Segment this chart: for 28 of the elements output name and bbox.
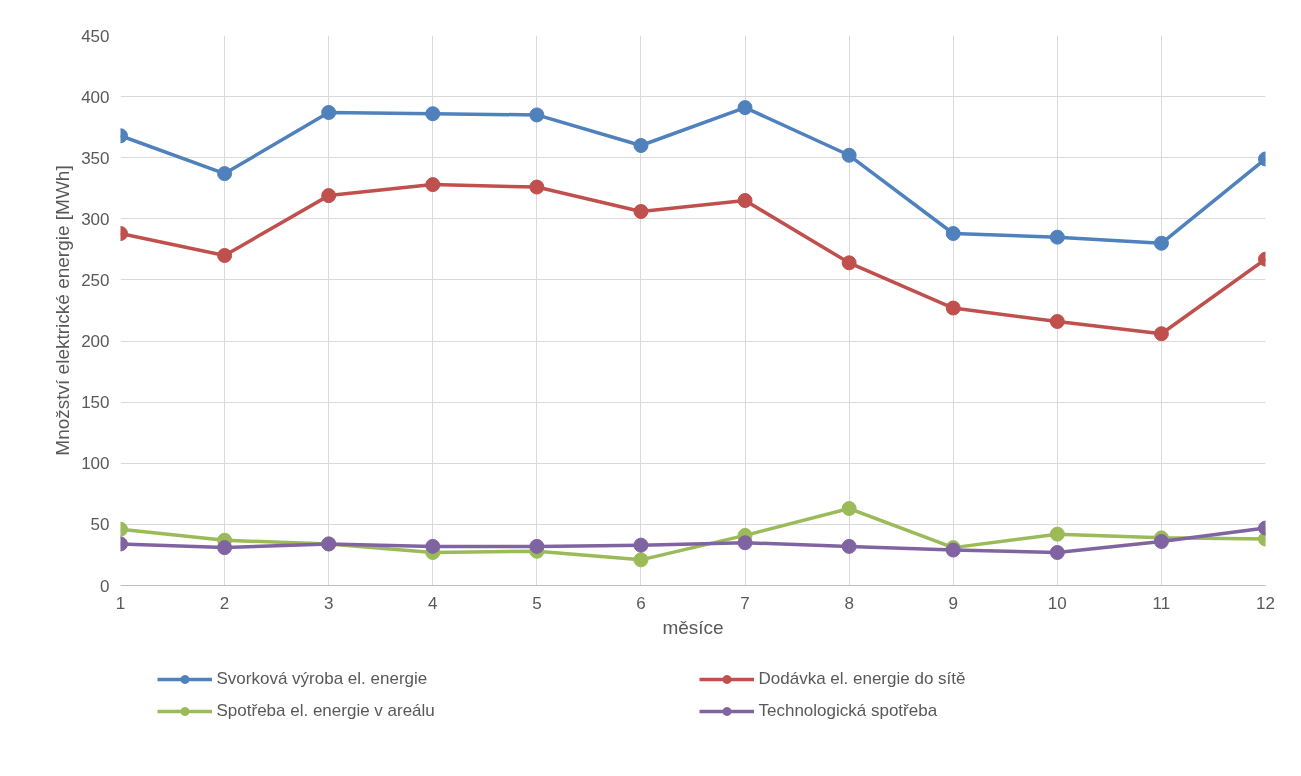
legend-label: Technologická spotřeba <box>758 701 939 721</box>
y-tick-label: 300 <box>81 209 110 229</box>
x-tick-label: 4 <box>428 593 438 613</box>
legend-label: Dodávka el. energie do sítě <box>758 669 967 689</box>
x-tick-label: 3 <box>323 593 334 613</box>
x-tick-label: 7 <box>740 593 750 613</box>
x-axis-title: měsíce <box>662 616 724 638</box>
y-tick-label: 200 <box>81 332 110 352</box>
y-tick-label: 450 <box>81 26 110 46</box>
legend-label: Svorková výroba el. energie <box>216 669 429 689</box>
y-tick-label: 350 <box>81 148 110 168</box>
y-tick-label: 100 <box>81 454 110 474</box>
x-tick-label: 11 <box>1152 593 1171 613</box>
x-tick-label: 8 <box>844 593 854 613</box>
x-tick-label: 10 <box>1047 593 1067 613</box>
x-tick-label: 6 <box>636 593 646 613</box>
y-tick-label: 150 <box>81 393 110 413</box>
legend-label: Spotřeba el. energie v areálu <box>216 701 436 721</box>
x-tick-label: 5 <box>532 593 542 613</box>
y-tick-label: 400 <box>81 87 110 107</box>
y-tick-label: 50 <box>90 515 110 535</box>
x-tick-label: 9 <box>948 593 958 613</box>
y-tick-label: 0 <box>100 576 110 596</box>
y-tick-label: 250 <box>81 270 110 290</box>
x-tick-label: 12 <box>1256 593 1275 613</box>
x-tick-label: 1 <box>115 593 126 613</box>
x-tick-label: 2 <box>219 593 230 613</box>
y-axis-title: Množství elektrické energie [MWh] <box>52 165 74 456</box>
